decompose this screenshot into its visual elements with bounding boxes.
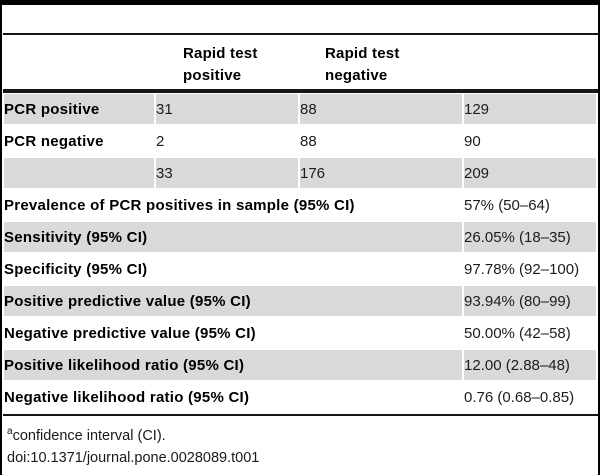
table-row: PCR positive 31 88 129 [4,94,596,124]
table-row: 33 176 209 [4,158,596,188]
stat-label: Negative likelihood ratio (95% CI) [4,388,250,406]
stat-label: Positive likelihood ratio (95% CI) [4,350,462,380]
stat-value: 50.00% (42–58) [464,324,571,342]
table-row: PCR negative 2 88 90 [4,126,596,156]
header-top-rule [3,33,598,35]
cell-value: 209 [464,158,596,188]
cell-value: 88 [300,132,317,150]
stat-value: 93.94% (80–99) [464,286,596,316]
stat-label: Specificity (95% CI) [4,260,148,278]
cell-value: 88 [300,94,462,124]
row-label: PCR negative [4,132,104,150]
doi-text: doi:10.1371/journal.pone.0028089.t001 [7,450,260,466]
stat-label: Negative predictive value (95% CI) [4,324,256,342]
figure-left-border [0,0,2,475]
table-row: Specificity (95% CI) 97.78% (92–100) [4,254,596,284]
row-label: PCR positive [4,94,154,124]
stat-value: 97.78% (92–100) [464,260,580,278]
cell-value: 176 [300,158,462,188]
stat-value: 57% (50–64) [464,196,550,214]
column-header-rapid-test-positive: Rapid test positive [183,45,258,84]
stat-label: Positive predictive value (95% CI) [4,286,462,316]
footnote: aconfidence interval (CI). [7,427,166,446]
cell-value: 33 [156,158,298,188]
table-row: Negative likelihood ratio (95% CI) 0.76 … [4,382,596,412]
cell-value: 90 [464,132,481,150]
stat-label: Prevalence of PCR positives in sample (9… [4,196,355,214]
stat-value: 12.00 (2.88–48) [464,350,596,380]
cell-value: 129 [464,94,596,124]
table-row: Positive likelihood ratio (95% CI) 12.00… [4,350,596,380]
cell-value: 2 [156,132,165,150]
table-row: Positive predictive value (95% CI) 93.94… [4,286,596,316]
header-bottom-rule [3,89,598,93]
stat-value: 26.05% (18–35) [464,222,596,252]
figure-right-border [598,0,600,475]
footnote-marker: a [7,426,13,438]
table-row: Negative predictive value (95% CI) 50.00… [4,318,596,348]
cell-value: 31 [156,94,298,124]
figure-top-bar [0,0,600,5]
table-row: Sensitivity (95% CI) 26.05% (18–35) [4,222,596,252]
footnote-text: confidence interval (CI). [12,428,166,444]
column-header-rapid-test-negative: Rapid test negative [325,45,400,84]
table-bottom-rule [3,414,598,416]
diagnostic-accuracy-table: PCR positive 31 88 129 PCR negative 2 88… [2,92,598,414]
stat-label: Sensitivity (95% CI) [4,222,462,252]
table-body: PCR positive 31 88 129 PCR negative 2 88… [2,92,598,414]
row-label [4,158,154,188]
stat-value: 0.76 (0.68–0.85) [464,388,575,406]
table-row: Prevalence of PCR positives in sample (9… [4,190,596,220]
